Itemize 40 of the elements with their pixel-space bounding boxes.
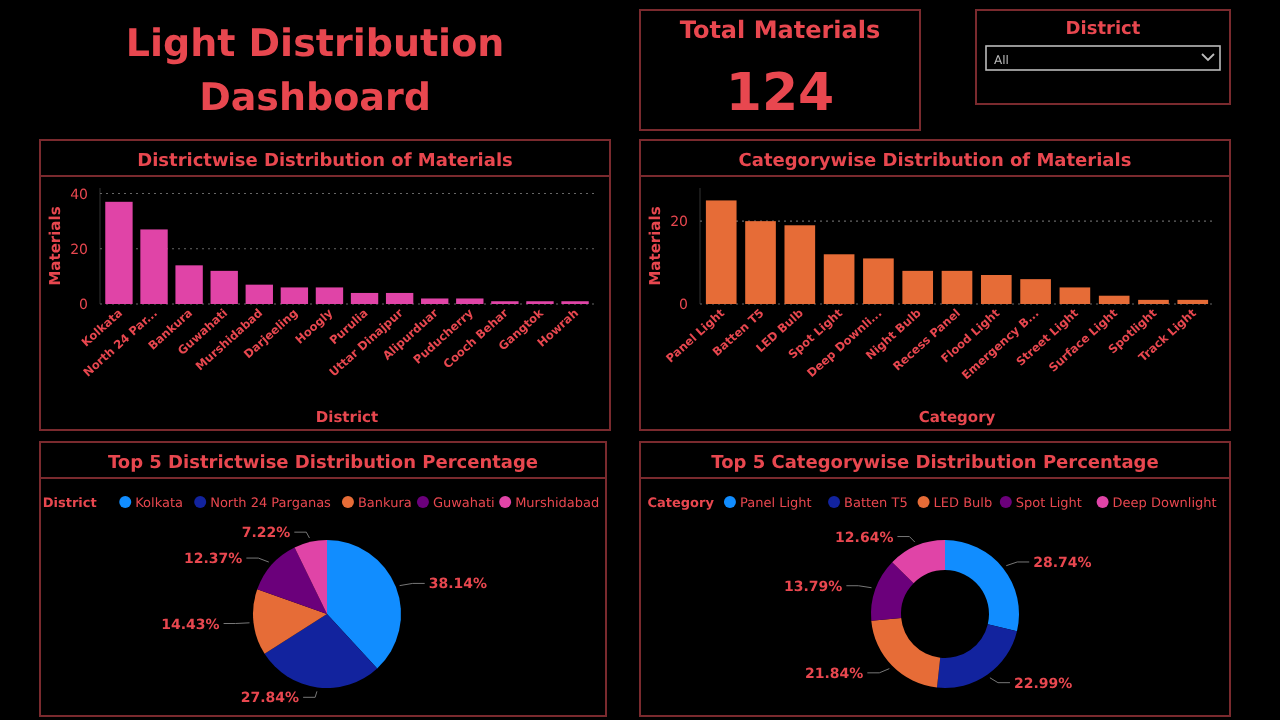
- bar: [315, 287, 344, 304]
- bar: [863, 258, 894, 304]
- bar: [980, 275, 1012, 304]
- text: 124: [725, 64, 835, 124]
- bar: [245, 284, 273, 304]
- chart-title: Top 5 Districtwise Distribution Percentage: [107, 454, 539, 474]
- bar: [1020, 279, 1051, 304]
- pie-slice: [264, 614, 378, 688]
- bar: [140, 229, 168, 304]
- donut-slice: [892, 540, 945, 584]
- bar: [385, 292, 414, 304]
- donut-slice: [871, 617, 941, 688]
- bar: [105, 201, 133, 304]
- chart-title: Top 5 Categorywise Distribution Percentage: [711, 454, 1159, 474]
- bar: [1098, 295, 1130, 304]
- pie-slice: [294, 540, 327, 614]
- bar: [175, 265, 203, 304]
- bar: [941, 270, 973, 304]
- pie-slice: [327, 540, 401, 669]
- bar: [280, 287, 309, 304]
- bar: [823, 254, 855, 304]
- bar: [745, 221, 776, 304]
- pie-slice: [257, 547, 327, 614]
- text: District: [1065, 20, 1142, 40]
- bar: [210, 270, 238, 304]
- text: Total Materials: [679, 16, 881, 44]
- chart-title: Districtwise Distribution of Materials: [137, 152, 513, 172]
- pie-slice: [253, 589, 327, 654]
- donut-slice: [871, 562, 914, 621]
- donut-slice: [936, 624, 1017, 688]
- chart-title: Categorywise Distribution of Materials: [738, 152, 1132, 172]
- bar: [705, 200, 737, 304]
- bar: [902, 270, 934, 304]
- text: Light Distribution Dashboard: [125, 22, 505, 120]
- bar: [1059, 287, 1091, 304]
- bar: [421, 298, 449, 304]
- bar: [456, 298, 484, 304]
- bar: [350, 292, 379, 304]
- bar: [784, 225, 816, 304]
- donut-slice: [945, 540, 1019, 632]
